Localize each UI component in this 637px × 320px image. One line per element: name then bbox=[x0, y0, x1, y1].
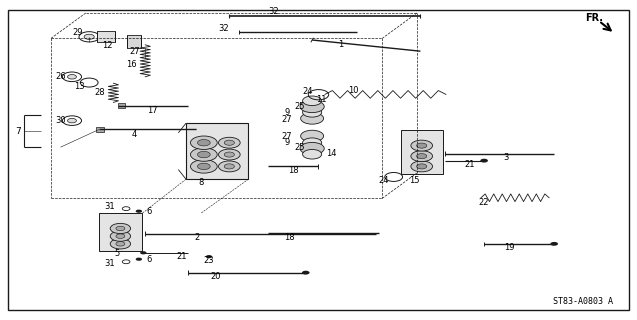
Text: 22: 22 bbox=[479, 198, 489, 207]
Text: 32: 32 bbox=[218, 24, 229, 33]
Circle shape bbox=[190, 136, 217, 149]
Text: 23: 23 bbox=[204, 256, 214, 265]
Text: 1: 1 bbox=[338, 40, 343, 49]
Circle shape bbox=[116, 226, 125, 231]
Text: 24: 24 bbox=[303, 87, 313, 96]
Text: 5: 5 bbox=[114, 249, 119, 258]
Text: 12: 12 bbox=[102, 41, 112, 50]
Text: 15: 15 bbox=[409, 176, 419, 185]
Circle shape bbox=[303, 96, 322, 106]
Circle shape bbox=[480, 159, 488, 163]
Bar bbox=[127, 35, 141, 48]
Text: 13: 13 bbox=[75, 82, 85, 91]
Circle shape bbox=[140, 251, 147, 254]
Circle shape bbox=[206, 255, 212, 258]
Text: 2: 2 bbox=[195, 233, 200, 242]
Bar bbox=[401, 130, 443, 174]
Circle shape bbox=[190, 160, 217, 173]
Circle shape bbox=[197, 163, 210, 170]
Circle shape bbox=[303, 108, 322, 117]
Text: 27: 27 bbox=[129, 47, 140, 56]
Circle shape bbox=[301, 130, 324, 142]
Circle shape bbox=[302, 271, 310, 275]
Text: 9: 9 bbox=[284, 138, 289, 147]
Text: 20: 20 bbox=[210, 272, 220, 281]
Text: ST83-A0803 A: ST83-A0803 A bbox=[553, 297, 613, 306]
Text: 18: 18 bbox=[285, 233, 295, 242]
Circle shape bbox=[224, 152, 234, 157]
Text: 21: 21 bbox=[176, 252, 187, 261]
Text: 30: 30 bbox=[55, 116, 66, 125]
Text: 31: 31 bbox=[104, 202, 115, 211]
Text: 14: 14 bbox=[326, 149, 336, 158]
Text: 27: 27 bbox=[282, 132, 292, 141]
Circle shape bbox=[84, 34, 94, 39]
Text: 32: 32 bbox=[269, 7, 279, 16]
Text: 11: 11 bbox=[317, 95, 327, 104]
Text: 24: 24 bbox=[378, 176, 389, 185]
Circle shape bbox=[224, 164, 234, 169]
Text: 9: 9 bbox=[284, 108, 289, 117]
Text: 18: 18 bbox=[288, 166, 298, 175]
Circle shape bbox=[303, 138, 322, 148]
Text: FR.: FR. bbox=[585, 13, 603, 23]
Circle shape bbox=[110, 239, 131, 249]
Text: 3: 3 bbox=[504, 153, 509, 162]
Text: 16: 16 bbox=[126, 60, 137, 68]
Text: 29: 29 bbox=[73, 28, 83, 36]
Circle shape bbox=[224, 140, 234, 145]
Circle shape bbox=[68, 75, 76, 79]
Circle shape bbox=[218, 161, 240, 172]
Text: 25: 25 bbox=[294, 102, 304, 111]
Text: 4: 4 bbox=[131, 130, 136, 139]
Circle shape bbox=[550, 242, 558, 246]
Circle shape bbox=[303, 149, 322, 159]
Text: 19: 19 bbox=[505, 244, 515, 252]
Text: 17: 17 bbox=[148, 106, 158, 115]
Text: 28: 28 bbox=[94, 88, 105, 97]
Bar bbox=[186, 123, 248, 179]
Text: 31: 31 bbox=[104, 260, 115, 268]
Circle shape bbox=[116, 242, 125, 246]
Circle shape bbox=[197, 140, 210, 146]
Circle shape bbox=[110, 231, 131, 241]
Circle shape bbox=[110, 223, 131, 234]
Text: 8: 8 bbox=[199, 178, 204, 187]
Circle shape bbox=[136, 258, 142, 261]
Text: 6: 6 bbox=[147, 207, 152, 216]
Circle shape bbox=[417, 154, 427, 159]
Bar bbox=[97, 31, 115, 42]
Text: 7: 7 bbox=[15, 127, 21, 136]
Circle shape bbox=[411, 161, 433, 172]
Text: 27: 27 bbox=[282, 115, 292, 124]
Text: 6: 6 bbox=[147, 255, 152, 264]
Text: 25: 25 bbox=[294, 143, 304, 152]
Circle shape bbox=[411, 140, 433, 151]
Circle shape bbox=[301, 113, 324, 124]
Circle shape bbox=[136, 210, 142, 213]
Circle shape bbox=[218, 149, 240, 160]
Text: 26: 26 bbox=[55, 72, 66, 81]
Circle shape bbox=[68, 118, 76, 123]
Circle shape bbox=[190, 148, 217, 161]
Circle shape bbox=[300, 142, 324, 155]
Circle shape bbox=[417, 143, 427, 148]
Text: 21: 21 bbox=[465, 160, 475, 169]
Circle shape bbox=[417, 164, 427, 169]
Circle shape bbox=[116, 234, 125, 238]
Circle shape bbox=[300, 100, 324, 113]
Bar bbox=[118, 103, 125, 108]
Bar bbox=[99, 213, 142, 251]
Bar bbox=[96, 127, 104, 132]
Circle shape bbox=[197, 151, 210, 158]
Text: 10: 10 bbox=[348, 86, 359, 95]
Circle shape bbox=[218, 137, 240, 148]
Circle shape bbox=[411, 151, 433, 162]
